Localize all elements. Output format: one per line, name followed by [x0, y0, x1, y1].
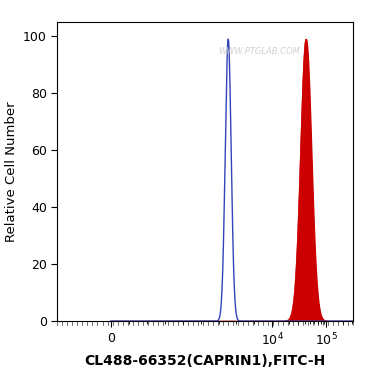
X-axis label: CL488-66352(CAPRIN1),FITC-H: CL488-66352(CAPRIN1),FITC-H: [85, 354, 326, 367]
Y-axis label: Relative Cell Number: Relative Cell Number: [4, 101, 17, 242]
Text: WWW.PTGLAB.COM: WWW.PTGLAB.COM: [218, 47, 300, 57]
